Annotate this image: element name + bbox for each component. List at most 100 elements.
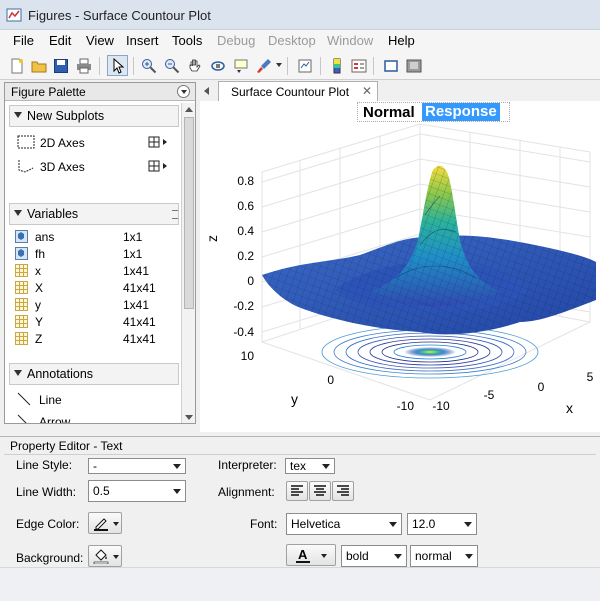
plot-title-text[interactable]: Normal	[363, 104, 415, 121]
palette-menu-button[interactable]	[177, 85, 190, 98]
font-angle-select[interactable]: normal	[410, 545, 478, 567]
link-plot-button[interactable]	[294, 55, 315, 76]
line-width-value: 0.5	[93, 484, 110, 498]
insert-legend-button[interactable]	[348, 55, 369, 76]
interpreter-select[interactable]: tex	[285, 458, 335, 474]
legend-icon	[351, 59, 366, 72]
plot-title-selection[interactable]: Response	[422, 103, 500, 121]
chevron-down-icon	[113, 522, 119, 526]
menu-insert[interactable]: Insert	[126, 33, 159, 48]
hide-plot-tools-button[interactable]	[380, 55, 401, 76]
print-button[interactable]	[73, 55, 94, 76]
section-annotations[interactable]: Annotations	[9, 363, 179, 385]
edge-color-button[interactable]	[88, 512, 122, 534]
zoom-out-button[interactable]	[161, 55, 182, 76]
data-cursor-button[interactable]	[230, 55, 251, 76]
surface-plot-axes[interactable]: 0.8 0.6 0.4 0.2 0 -0.2 -0.4 -10 -5 0 5 10 0 -10 z x…	[200, 101, 600, 432]
save-button[interactable]	[50, 55, 71, 76]
chevron-down-icon	[322, 464, 330, 469]
surface	[262, 165, 596, 335]
align-center-button[interactable]	[309, 481, 331, 501]
menu-help[interactable]: Help	[388, 33, 415, 48]
scroll-up-arrow-icon[interactable]	[185, 107, 193, 112]
font-select[interactable]: Helvetica	[286, 513, 402, 535]
line-icon	[17, 392, 31, 406]
close-tab-icon[interactable]: ✕	[362, 84, 373, 98]
annotation-line-label: Line	[39, 393, 62, 407]
grid-icon	[15, 332, 28, 345]
toolbar	[0, 51, 600, 80]
new-file-icon	[11, 58, 23, 73]
line-style-label: Line Style:	[16, 458, 73, 472]
menu-file[interactable]: File	[13, 33, 34, 48]
z-tick-label: 0.6	[237, 199, 254, 213]
grid-layout-icon[interactable]	[148, 160, 170, 172]
menu-window[interactable]: Window	[327, 33, 374, 48]
zoom-out-icon	[164, 58, 179, 73]
menu-tools[interactable]: Tools	[172, 33, 203, 48]
align-right-button[interactable]	[332, 481, 354, 501]
section-variables[interactable]: Variables	[9, 203, 179, 225]
variable-row[interactable]: Y 41x41	[15, 314, 185, 331]
window-icon	[383, 59, 398, 72]
annotation-line[interactable]: Line	[15, 391, 175, 409]
variable-row[interactable]: ans 1x1	[15, 229, 185, 246]
menu-debug[interactable]: Debug	[217, 33, 256, 48]
background-color-button[interactable]	[88, 545, 122, 567]
subplot-3d-axes[interactable]: 3D Axes	[15, 157, 180, 177]
y-axis-label: y	[291, 391, 298, 407]
plot-tools-icon	[406, 59, 421, 72]
line-width-select[interactable]: 0.5	[88, 480, 186, 502]
toolbar-separator	[133, 57, 134, 75]
brush-button[interactable]	[253, 55, 274, 76]
variable-row[interactable]: Z 41x41	[15, 331, 185, 348]
variable-size: 41x41	[123, 281, 156, 295]
show-plot-tools-button[interactable]	[403, 55, 424, 76]
text-color-button[interactable]: A	[286, 544, 336, 566]
subplot-2d-axes[interactable]: 2D Axes	[15, 133, 180, 153]
menu-view[interactable]: View	[86, 33, 114, 48]
plot-title-editor[interactable]: Normal Response	[357, 102, 510, 122]
menu-desktop[interactable]: Desktop	[268, 33, 316, 48]
rotate-3d-button[interactable]	[207, 55, 228, 76]
figure-palette-header: Figure Palette	[5, 83, 195, 101]
collapse-arrow-icon	[14, 112, 22, 118]
section-new-subplots[interactable]: New Subplots	[9, 105, 179, 127]
variable-size: 1x41	[123, 264, 150, 278]
scroll-down-arrow-icon[interactable]	[185, 415, 193, 420]
scrollbar-thumb[interactable]	[184, 117, 194, 309]
z-tick-labels: 0.8 0.6 0.4 0.2 0 -0.2 -0.4	[233, 174, 254, 339]
menu-bar: File Edit View Insert Tools Debug Deskto…	[0, 30, 600, 51]
variable-row[interactable]: x 1x41	[15, 263, 185, 280]
variable-row[interactable]: X 41x41	[15, 280, 185, 297]
brush-dropdown-arrow[interactable]	[276, 63, 282, 67]
insert-colorbar-button[interactable]	[326, 55, 347, 76]
collapse-arrow-icon	[14, 370, 22, 376]
annotation-arrow[interactable]: Arrow	[15, 413, 175, 423]
grid-layout-icon[interactable]	[148, 136, 170, 148]
open-button[interactable]	[28, 55, 49, 76]
title-bar: Figures - Surface Countour Plot	[0, 0, 600, 30]
font-size-select[interactable]: 12.0	[407, 513, 477, 535]
font-size-value: 12.0	[412, 517, 436, 531]
x-tick-label: -10	[432, 399, 450, 413]
palette-scrollbar[interactable]	[181, 103, 195, 423]
menu-edit[interactable]: Edit	[49, 33, 72, 48]
tab-figure[interactable]: Surface Countour Plot ✕	[218, 81, 378, 101]
annotation-arrow-label: Arrow	[39, 415, 71, 423]
figure-canvas[interactable]: 0.8 0.6 0.4 0.2 0 -0.2 -0.4 -10 -5 0 5 10 0 -10 z x…	[200, 101, 600, 432]
font-weight-select[interactable]: bold	[341, 545, 407, 567]
variable-row[interactable]: y 1x41	[15, 297, 185, 314]
zoom-in-button[interactable]	[138, 55, 159, 76]
variable-size: 1x41	[123, 298, 150, 312]
new-file-button[interactable]	[6, 55, 27, 76]
align-left-button[interactable]	[286, 481, 308, 501]
tab-scroll-left[interactable]	[200, 82, 214, 100]
edit-plot-button[interactable]	[107, 55, 128, 76]
3d-axes-icon	[18, 160, 34, 173]
line-style-select[interactable]: -	[88, 458, 186, 474]
variable-row[interactable]: fh 1x1	[15, 246, 185, 263]
pan-button[interactable]	[184, 55, 205, 76]
section-label: New Subplots	[27, 109, 105, 123]
section-grip-icon	[172, 210, 178, 219]
